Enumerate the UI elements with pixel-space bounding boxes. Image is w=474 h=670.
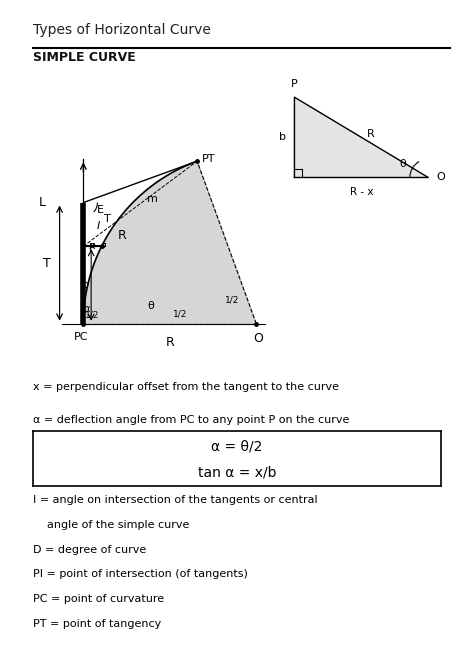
- Text: Types of Horizontal Curve: Types of Horizontal Curve: [33, 23, 211, 38]
- Text: angle of the simple curve: angle of the simple curve: [33, 520, 190, 530]
- Text: 1/2: 1/2: [225, 295, 240, 304]
- Text: m: m: [147, 194, 157, 204]
- Polygon shape: [294, 97, 428, 178]
- Text: 1/2: 1/2: [85, 310, 99, 320]
- Text: SIMPLE CURVE: SIMPLE CURVE: [33, 51, 136, 64]
- Text: θ: θ: [400, 159, 406, 169]
- Text: L: L: [39, 196, 46, 209]
- Text: b: b: [279, 133, 286, 142]
- Text: O: O: [436, 172, 445, 182]
- Text: x: x: [89, 241, 96, 251]
- Text: α = θ/2: α = θ/2: [211, 440, 263, 453]
- Text: PC = point of curvature: PC = point of curvature: [33, 594, 164, 604]
- Text: PT = point of tangency: PT = point of tangency: [33, 619, 162, 629]
- Text: I: I: [96, 221, 100, 231]
- Text: α = deflection angle from PC to any point P on the curve: α = deflection angle from PC to any poin…: [33, 415, 349, 425]
- Text: P: P: [89, 243, 96, 253]
- Text: R: R: [367, 129, 374, 139]
- Text: tan α = x/b: tan α = x/b: [198, 465, 276, 479]
- Text: PT: PT: [202, 154, 216, 164]
- Text: PI = point of intersection (of tangents): PI = point of intersection (of tangents): [33, 570, 248, 580]
- Text: R: R: [165, 336, 174, 348]
- Text: x = perpendicular offset from the tangent to the curve: x = perpendicular offset from the tangen…: [33, 382, 339, 392]
- Polygon shape: [83, 161, 256, 324]
- Text: θ: θ: [147, 302, 154, 312]
- Text: R: R: [118, 228, 127, 242]
- Text: 1/2: 1/2: [173, 310, 188, 319]
- Text: b: b: [82, 280, 89, 290]
- Text: T: T: [43, 257, 51, 269]
- Text: T: T: [104, 214, 111, 224]
- Text: O: O: [254, 332, 264, 345]
- Text: D = degree of curve: D = degree of curve: [33, 545, 146, 555]
- Text: E: E: [97, 206, 104, 215]
- Text: P: P: [291, 79, 298, 89]
- Text: R - x: R - x: [350, 187, 373, 197]
- Text: I = angle on intersection of the tangents or central: I = angle on intersection of the tangent…: [33, 495, 318, 505]
- Text: α: α: [83, 304, 90, 314]
- Text: PC: PC: [74, 332, 89, 342]
